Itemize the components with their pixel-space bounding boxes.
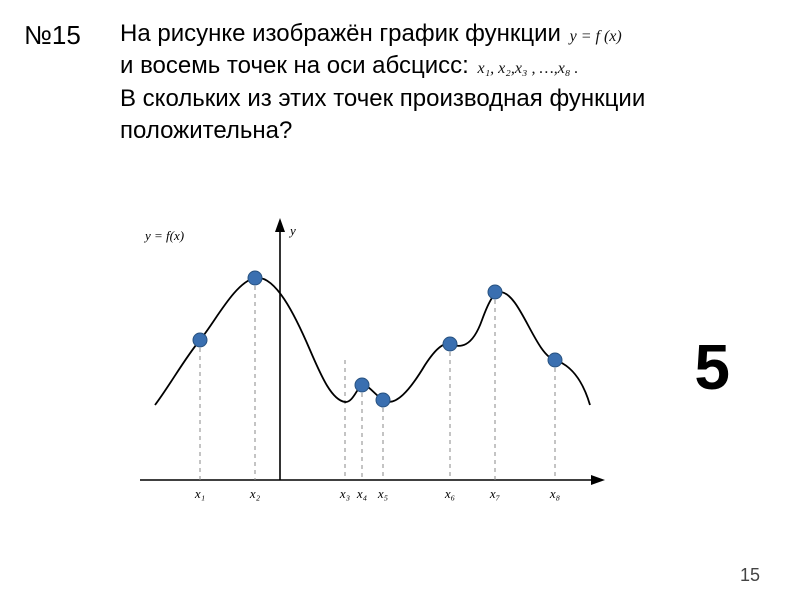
x-tick-label: x₇ xyxy=(489,486,501,501)
problem-text-part3: В скольких из этих точек производная фун… xyxy=(120,85,645,144)
x-ticks: x₁ x₂ x₃ x₄ x₅ x₆ x₇ x₈ xyxy=(194,278,561,501)
chart-y-label: y xyxy=(288,223,296,238)
marked-point xyxy=(248,271,262,285)
problem-text: На рисунке изображён график функции y = … xyxy=(120,18,760,148)
marked-point xyxy=(355,378,369,392)
x-tick-label: x₁ xyxy=(194,486,205,501)
function-curve xyxy=(155,278,590,405)
answer-value: 5 xyxy=(694,330,730,404)
problem-number: №15 xyxy=(24,20,81,51)
marked-point xyxy=(488,285,502,299)
problem-text-part1: На рисунке изображён график функции xyxy=(120,20,568,47)
marked-point xyxy=(376,393,390,407)
formula-function: y = f (x) xyxy=(568,26,624,48)
marked-point xyxy=(443,337,457,351)
x-tick-label: x₂ xyxy=(249,486,261,501)
problem-text-part2: и восемь точек на оси абсцисс: xyxy=(120,52,476,79)
y-axis-arrow xyxy=(275,218,285,232)
slide: №15 На рисунке изображён график функции … xyxy=(0,0,800,600)
x-axis-arrow xyxy=(591,475,605,485)
function-chart: y = f(x) y x₁ x₂ x₃ x₄ x₅ x₆ x₇ x₈ xyxy=(100,200,620,530)
marked-point xyxy=(548,353,562,367)
x-tick-label: x₆ xyxy=(444,486,455,501)
formula-xs-list: x₁, x₂,x₃ , …,x₈ . xyxy=(476,58,581,80)
chart-fn-label: y = f(x) xyxy=(143,228,184,243)
slide-number: 15 xyxy=(740,565,760,586)
x-tick-label: x₄ xyxy=(356,486,368,501)
axes xyxy=(140,218,605,485)
marked-point xyxy=(193,333,207,347)
x-tick-label: x₃ xyxy=(339,486,350,501)
chart-svg: y = f(x) y x₁ x₂ x₃ x₄ x₅ x₆ x₇ x₈ xyxy=(100,200,620,530)
marked-points xyxy=(193,271,562,407)
x-tick-label: x₅ xyxy=(377,486,388,501)
x-tick-label: x₈ xyxy=(549,486,561,501)
